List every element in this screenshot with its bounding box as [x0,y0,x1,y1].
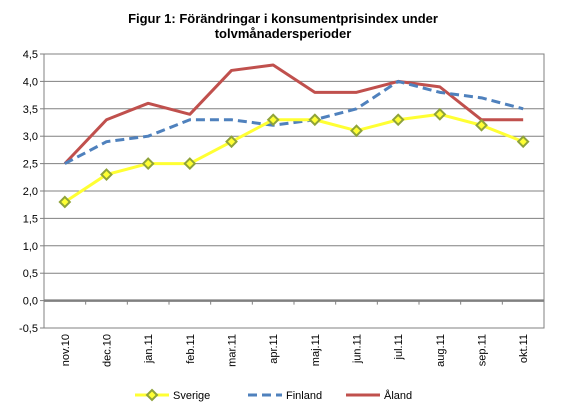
y-tick-label: 1,5 [23,213,38,225]
data-point-sverige [141,157,155,171]
data-point-sverige [433,107,447,121]
data-point-sverige [225,135,238,149]
chart-title-line-2: tolvmånadersperioder [215,26,352,41]
x-tick-label: jun.11 [352,334,364,364]
data-point-sverige [183,157,197,171]
data-point-sverige [58,195,72,209]
legend-label-åland: Åland [384,389,412,402]
y-tick-label: 0,5 [23,268,38,280]
x-tick-label: feb.11 [185,334,197,364]
y-tick-label: 4,0 [23,76,38,88]
x-tick-label: jul.11 [393,334,405,360]
legend: Sverige Finland Åland [135,388,412,402]
y-tick-label: 4,5 [23,49,38,61]
x-tick-label: nov.10 [60,334,72,366]
x-tick-label: maj.11 [310,334,322,366]
data-point-sverige [475,118,488,132]
legend-label-sverige: Sverige [173,390,210,402]
y-tick-label: 3,0 [23,131,38,143]
chart-title-line-1: Figur 1: Förändringar i konsumentprisind… [128,11,438,26]
x-tick-label: jan.11 [143,334,155,364]
y-tick-label: 2,5 [23,159,38,171]
x-tick-label: sep.11 [477,334,489,366]
legend-label-finland: Finland [286,390,322,402]
y-tick-label: 0,0 [23,296,38,308]
y-tick-label: -0,5 [19,323,38,335]
series-line-sverige [64,112,524,204]
plot-area: -0,5 0,0 0,5 1,0 1,5 2,0 2,5 3,0 3,5 4,0 4,5 nov.10… [19,49,545,367]
data-point-sverige [266,113,280,127]
y-tick-label: 1,0 [23,241,38,253]
data-point-sverige [350,124,363,138]
series-line-finland [64,79,524,165]
x-tick-label: okt.11 [518,334,530,363]
x-tick-label: apr.11 [268,334,280,364]
y-tick-label: 2,0 [23,186,38,198]
data-point-sverige [391,113,405,127]
legend-marker-sverige [145,388,159,402]
y-tick-label: 3,5 [23,104,38,116]
data-point-sverige [100,168,113,181]
x-tick-label: mar.11 [227,334,239,367]
x-tick-label: dec.10 [102,334,114,367]
data-point-sverige [308,113,322,127]
data-point-sverige [516,135,530,149]
x-tick-label: aug.11 [435,334,447,367]
series-line-åland [63,63,524,165]
